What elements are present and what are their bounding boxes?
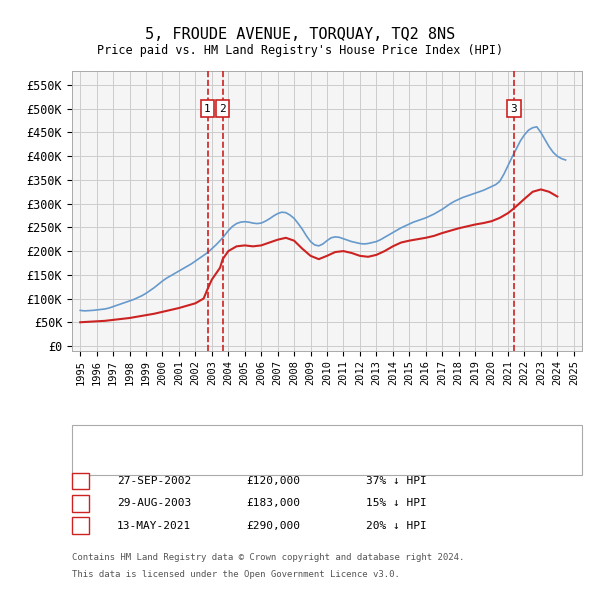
Text: HPI: Average price, detached house, Torbay: HPI: Average price, detached house, Torb…	[105, 457, 367, 467]
Text: 5, FROUDE AVENUE, TORQUAY, TQ2 8NS (detached house): 5, FROUDE AVENUE, TORQUAY, TQ2 8NS (deta…	[105, 434, 424, 444]
Text: 1: 1	[77, 476, 84, 486]
Text: £290,000: £290,000	[246, 521, 300, 530]
Text: Contains HM Land Registry data © Crown copyright and database right 2024.: Contains HM Land Registry data © Crown c…	[72, 553, 464, 562]
Text: 2: 2	[220, 104, 226, 114]
Text: 1: 1	[204, 104, 211, 114]
Text: 3: 3	[77, 521, 84, 530]
Text: 15% ↓ HPI: 15% ↓ HPI	[366, 499, 427, 508]
Text: 37% ↓ HPI: 37% ↓ HPI	[366, 476, 427, 486]
Text: 29-AUG-2003: 29-AUG-2003	[117, 499, 191, 508]
Text: £120,000: £120,000	[246, 476, 300, 486]
Text: 5, FROUDE AVENUE, TORQUAY, TQ2 8NS: 5, FROUDE AVENUE, TORQUAY, TQ2 8NS	[145, 27, 455, 41]
Text: 27-SEP-2002: 27-SEP-2002	[117, 476, 191, 486]
Text: 2: 2	[77, 499, 84, 508]
Text: 13-MAY-2021: 13-MAY-2021	[117, 521, 191, 530]
Text: ——: ——	[81, 432, 98, 446]
Text: Price paid vs. HM Land Registry's House Price Index (HPI): Price paid vs. HM Land Registry's House …	[97, 44, 503, 57]
Text: £183,000: £183,000	[246, 499, 300, 508]
Text: 20% ↓ HPI: 20% ↓ HPI	[366, 521, 427, 530]
Text: This data is licensed under the Open Government Licence v3.0.: This data is licensed under the Open Gov…	[72, 571, 400, 579]
Text: ——: ——	[81, 455, 98, 470]
Text: 3: 3	[511, 104, 517, 114]
